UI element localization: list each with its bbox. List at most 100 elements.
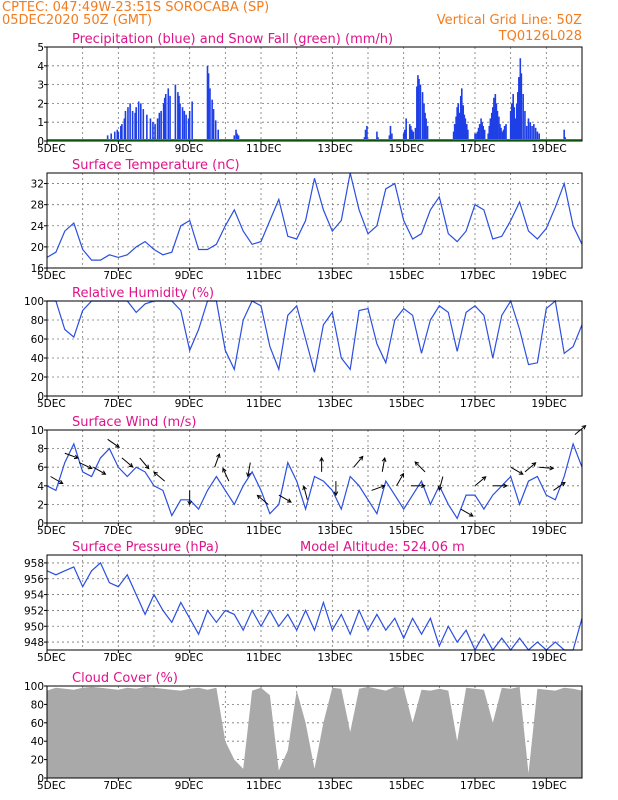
wind-arrow [319, 456, 324, 472]
precip-bar [458, 112, 461, 141]
y-tick-label: 0 [37, 391, 44, 403]
precip-bar [416, 86, 418, 141]
wind-arrow-head [399, 472, 405, 478]
cloud-cover-area [47, 686, 582, 778]
wind-arrow-head [531, 462, 537, 467]
precip-bar [129, 103, 131, 141]
precip-bar [424, 112, 426, 141]
precip-bar [494, 94, 497, 141]
wind-arrow-shaft [414, 461, 426, 473]
wind-arrow-head [222, 467, 227, 473]
precip-bar [462, 105, 465, 141]
y-tick-label: 80 [31, 315, 44, 327]
wind-arrow-head [246, 472, 251, 478]
wind-arrow-head [380, 484, 386, 489]
y-tick-label: 3 [37, 80, 44, 92]
wind-arrow-shaft [50, 476, 63, 484]
precip-bar [177, 92, 179, 141]
wind-arrow [414, 461, 426, 473]
precip-bar [412, 131, 415, 141]
precip-bar [534, 127, 537, 141]
x-tick-label: 7DEC [103, 652, 132, 664]
y-tick-label: 952 [24, 605, 44, 617]
wind-arrow-shaft [214, 453, 220, 468]
precip-bar [492, 107, 494, 141]
precip-bar [514, 118, 517, 141]
wind-arrow-shaft [353, 456, 364, 468]
x-tick-label: 17DEC [460, 270, 495, 282]
precip-bar [158, 112, 161, 141]
x-tick-label: 9DEC [175, 525, 204, 537]
x-tick-label: 9DEC [175, 398, 204, 410]
precip-bar [474, 133, 476, 141]
x-tick-label: 9DEC [175, 270, 204, 282]
precip-bar [518, 77, 520, 141]
wind-arrow-head [333, 491, 339, 497]
panel-humidity: Relative Humidity (%) 0 20 40 60 80 100 5DEC 7DE… [24, 286, 583, 410]
precip-bar [120, 125, 122, 141]
precip-bar [405, 118, 407, 141]
wind-arrow-shaft [153, 471, 166, 482]
precip-bar [211, 99, 213, 141]
y-tick-label: 954 [24, 590, 44, 602]
precip-bar [501, 131, 504, 141]
wind-arrow-shaft [278, 494, 292, 503]
precip-bar [531, 125, 533, 141]
series-line-humidity [47, 299, 583, 373]
wind-arrow [93, 466, 107, 475]
precip-bar [411, 129, 413, 141]
precip-bar [410, 125, 412, 141]
x-tick-label: 17DEC [460, 143, 495, 155]
y-tick-label: 20 [31, 242, 44, 254]
precip-bar [169, 95, 171, 141]
wind-arrow-head [144, 464, 150, 470]
y-tick-label: 40 [31, 736, 44, 748]
series-line-pressure [46, 561, 583, 652]
panel-title: Surface Pressure (hPa) [72, 540, 219, 555]
x-tick-label: 7DEC [103, 398, 132, 410]
y-tick-label: 948 [24, 637, 44, 649]
precip-bar [116, 129, 119, 141]
precip-bar [489, 118, 492, 141]
x-tick-label: 11DEC [246, 652, 281, 664]
precip-bar [127, 107, 129, 141]
x-tick-label: 17DEC [460, 398, 495, 410]
x-tick-label: 5DEC [37, 398, 66, 410]
y-tick-label: 60 [31, 334, 44, 346]
precip-bar [467, 129, 469, 141]
precip-bar [495, 103, 498, 141]
wind-arrow-head [414, 461, 420, 466]
wind-arrow-head [421, 483, 426, 489]
wind-arrow-head [101, 470, 107, 475]
wind-arrow [492, 483, 508, 489]
wind-arrow [78, 462, 93, 470]
wind-arrow-shaft [121, 457, 133, 468]
x-tick-label: 5DEC [37, 270, 66, 282]
panel-title: Surface Wind (m/s) [72, 415, 196, 430]
wind-arrow-head [187, 500, 193, 506]
precip-bar [162, 103, 165, 141]
precip-bar [536, 131, 539, 141]
precip-bar [167, 88, 170, 141]
y-tick-label: 20 [31, 755, 44, 767]
precip-bar [481, 122, 483, 141]
precip-bar [154, 124, 156, 141]
precip-bar [113, 131, 116, 141]
x-tick-label: 19DEC [531, 525, 566, 537]
wind-arrow [139, 457, 150, 470]
wind-arrow-shaft [107, 438, 120, 448]
y-tick-label: 10 [31, 425, 44, 437]
wind-arrow-shaft [396, 473, 404, 487]
wind-arrow [50, 476, 64, 485]
precip-bar [106, 135, 109, 141]
wind-arrow [246, 462, 251, 478]
precip-bar [503, 125, 506, 141]
precip-bar [117, 131, 120, 141]
precip-bar [490, 112, 493, 141]
precip-bar [408, 124, 411, 141]
y-tick-label: 958 [24, 558, 44, 570]
x-tick-label: 15DEC [389, 525, 424, 537]
panel-title: Relative Humidity (%) [72, 286, 214, 301]
x-tick-label: 7DEC [103, 270, 132, 282]
precip-bar [510, 103, 513, 141]
